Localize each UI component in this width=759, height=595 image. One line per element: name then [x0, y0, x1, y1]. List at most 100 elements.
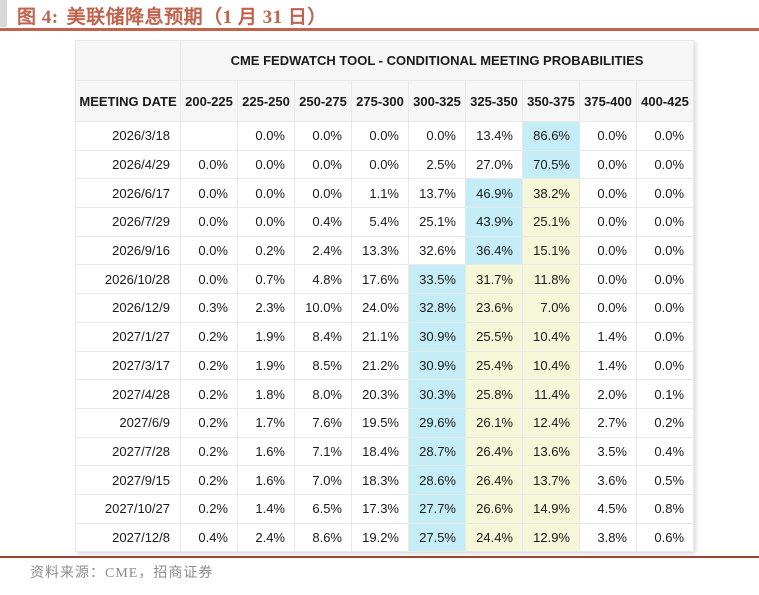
probability-cell: 0.5%	[635, 465, 695, 495]
probability-cell: 11.4%	[522, 379, 580, 409]
probability-cell: 46.9%	[465, 178, 523, 209]
probability-cell: 0.0%	[635, 321, 695, 352]
probability-cell: 1.9%	[237, 350, 295, 381]
meeting-date-cell: 2026/9/16	[75, 235, 181, 266]
probability-cell: 0.0%	[351, 149, 409, 180]
probability-cell: 1.6%	[237, 436, 295, 467]
figure-label: 图 4:	[17, 7, 59, 28]
probability-cell: 19.2%	[351, 522, 409, 553]
probability-cell: 0.0%	[635, 149, 695, 180]
probability-cell: 8.4%	[294, 321, 352, 352]
probability-cell: 14.9%	[522, 493, 580, 524]
rate-range-header: 400-425	[635, 80, 695, 122]
probability-cell: 5.4%	[351, 207, 409, 237]
probability-cell: 31.7%	[465, 264, 523, 295]
probability-cell: 4.8%	[294, 264, 352, 295]
probability-cell: 11.8%	[522, 264, 580, 295]
probability-cell: 2.3%	[237, 293, 295, 323]
meeting-date-cell: 2027/1/27	[75, 321, 181, 352]
probability-cell: 2.5%	[408, 149, 466, 180]
probability-cell: 0.0%	[579, 121, 637, 151]
tool-header-row: CME FEDWATCH TOOL - CONDITIONAL MEETING …	[75, 40, 695, 81]
probability-cell: 2.7%	[579, 407, 637, 438]
probability-cell: 0.0%	[180, 264, 238, 295]
probability-cell: 86.6%	[522, 121, 580, 151]
probability-cell: 0.2%	[635, 407, 695, 438]
probability-cell: 7.0%	[522, 293, 580, 323]
probability-cell: 0.4%	[294, 207, 352, 237]
probability-cell: 30.3%	[408, 379, 466, 409]
table-row: 2027/6/9 0.2% 1.7% 7.6% 19.5% 29.6% 26.1% 12.4%…	[75, 407, 695, 438]
probability-cell: 26.1%	[465, 407, 523, 438]
probability-cell: 10.4%	[522, 321, 580, 352]
probability-cell: 0.0%	[635, 121, 695, 151]
probability-cell: 0.0%	[635, 235, 695, 266]
probability-cell: 27.5%	[408, 522, 466, 553]
probability-cell: 0.0%	[635, 350, 695, 381]
table-row: 2027/7/28 0.2% 1.6% 7.1% 18.4% 28.7% 26.4% 13.6…	[75, 436, 695, 467]
meeting-date-cell: 2027/3/17	[75, 350, 181, 381]
probability-cell: 17.6%	[351, 264, 409, 295]
probability-cell: 6.5%	[294, 493, 352, 524]
probability-cell: 1.6%	[237, 465, 295, 495]
probability-cell	[180, 121, 238, 151]
table-row: 2026/3/18 0.0% 0.0% 0.0% 0.0% 13.4% 86.6% 0.0% 0…	[75, 121, 695, 151]
probability-cell: 10.4%	[522, 350, 580, 381]
meeting-date-cell: 2026/4/29	[75, 149, 181, 180]
probability-cell: 1.4%	[579, 350, 637, 381]
probability-cell: 7.6%	[294, 407, 352, 438]
meeting-date-cell: 2027/10/27	[75, 493, 181, 524]
source-note: 资料来源：CME，招商证券	[30, 566, 214, 581]
probability-cell: 0.0%	[294, 178, 352, 209]
table-row: 2026/10/28 0.0% 0.7% 4.8% 17.6% 33.5% 31.7% 11.…	[75, 264, 695, 295]
table-row: 2027/10/27 0.2% 1.4% 6.5% 17.3% 27.7% 26.6% 14.…	[75, 493, 695, 524]
table-row: 2026/12/9 0.3% 2.3% 10.0% 24.0% 32.8% 23.6% 7.0…	[75, 293, 695, 323]
meeting-date-header: MEETING DATE	[75, 80, 181, 122]
probability-cell: 1.7%	[237, 407, 295, 438]
probability-cell: 19.5%	[351, 407, 409, 438]
probability-cell: 32.8%	[408, 293, 466, 323]
probability-cell: 0.0%	[579, 264, 637, 295]
probability-cell: 0.2%	[180, 379, 238, 409]
rate-range-header: 200-225	[180, 80, 238, 122]
probability-cell: 33.5%	[408, 264, 466, 295]
probability-cell: 24.4%	[465, 522, 523, 553]
probability-cell: 2.0%	[579, 379, 637, 409]
probability-cell: 8.0%	[294, 379, 352, 409]
rate-range-header: 375-400	[579, 80, 637, 122]
probability-cell: 20.3%	[351, 379, 409, 409]
table-row: 2026/4/29 0.0% 0.0% 0.0% 0.0% 2.5% 27.0% 70.5% 0…	[75, 149, 695, 180]
probability-cell: 0.0%	[579, 149, 637, 180]
meeting-date-cell: 2027/6/9	[75, 407, 181, 438]
probability-cell: 0.0%	[579, 235, 637, 266]
probability-cell: 0.2%	[180, 350, 238, 381]
figure-title-text: 美联储降息预期（1 月 31 日）	[66, 7, 327, 28]
probability-cell: 18.4%	[351, 436, 409, 467]
probability-cell: 25.8%	[465, 379, 523, 409]
left-edge-strip	[0, 0, 7, 27]
table-row: 2026/9/16 0.0% 0.2% 2.4% 13.3% 32.6% 36.4% 15.1…	[75, 235, 695, 266]
probability-cell: 3.6%	[579, 465, 637, 495]
probability-cell: 25.5%	[465, 321, 523, 352]
probability-cell: 0.2%	[180, 436, 238, 467]
probability-cell: 0.0%	[635, 264, 695, 295]
probability-cell: 29.6%	[408, 407, 466, 438]
probability-cell: 1.1%	[351, 178, 409, 209]
probability-cell: 27.7%	[408, 493, 466, 524]
probability-cell: 15.1%	[522, 235, 580, 266]
probability-cell: 12.4%	[522, 407, 580, 438]
probability-cell: 0.0%	[180, 235, 238, 266]
meeting-date-cell: 2026/6/17	[75, 178, 181, 209]
probability-cell: 18.3%	[351, 465, 409, 495]
probability-cell: 70.5%	[522, 149, 580, 180]
meeting-date-cell: 2026/3/18	[75, 121, 181, 151]
probability-cell: 0.8%	[635, 493, 695, 524]
probability-cell: 10.0%	[294, 293, 352, 323]
probability-cell: 0.2%	[180, 321, 238, 352]
probability-cell: 0.2%	[237, 235, 295, 266]
probability-cell: 26.6%	[465, 493, 523, 524]
probability-cell: 0.0%	[635, 207, 695, 237]
probability-cell: 38.2%	[522, 178, 580, 209]
tool-title: CME FEDWATCH TOOL - CONDITIONAL MEETING …	[179, 40, 695, 81]
corner-cell	[75, 40, 181, 81]
